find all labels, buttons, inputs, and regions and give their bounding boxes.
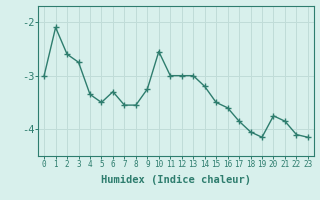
- X-axis label: Humidex (Indice chaleur): Humidex (Indice chaleur): [101, 175, 251, 185]
